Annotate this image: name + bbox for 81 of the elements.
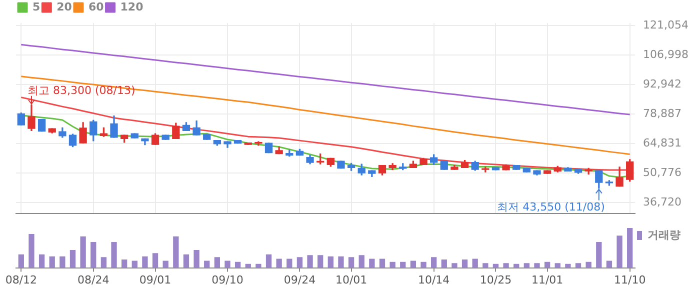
bar (90, 242, 96, 268)
bar (410, 260, 416, 268)
bar (234, 262, 241, 268)
annotation: 최저 43,550 (11/08) (497, 200, 605, 214)
bar (430, 257, 437, 268)
legend-label: 20 (56, 0, 72, 14)
bar (420, 262, 426, 268)
bar (256, 264, 262, 268)
bar (462, 260, 468, 268)
legend-label: 거래량 (648, 228, 680, 242)
y-tick-label: 121,054 (643, 18, 688, 32)
bar (162, 260, 168, 268)
bar (276, 258, 282, 268)
bar (80, 236, 86, 268)
bar (70, 250, 76, 268)
bar (390, 262, 396, 268)
bar (358, 255, 364, 268)
bar (38, 254, 45, 268)
bar (132, 260, 138, 268)
bar (338, 256, 344, 268)
bar (204, 260, 210, 268)
y-tick-label: 92,942 (643, 77, 682, 90)
bar (296, 257, 303, 268)
y-tick-label: 78,887 (643, 106, 682, 120)
bar (616, 236, 622, 268)
bar (173, 236, 179, 268)
bar (183, 254, 190, 268)
bar (400, 262, 406, 268)
bar (379, 258, 386, 268)
x-tick-label: 11/01 (531, 273, 564, 286)
bar (18, 254, 24, 268)
legend-label: 60 (88, 0, 104, 14)
bar (575, 263, 582, 268)
bar (328, 256, 334, 268)
x-tick-label: 11/10 (614, 273, 646, 286)
bar (534, 263, 540, 268)
bar (565, 264, 571, 268)
bar (307, 255, 313, 268)
bar (49, 256, 55, 268)
y-tick-label: 106,998 (643, 48, 688, 61)
bar (452, 263, 458, 268)
bar (586, 262, 592, 268)
bar (482, 263, 488, 268)
x-tick-label: 08/24 (78, 273, 110, 286)
bar (596, 242, 602, 268)
x-tick-label: 09/01 (139, 273, 172, 286)
bar (627, 228, 633, 268)
bar (100, 257, 107, 268)
bar (28, 234, 34, 268)
y-tick-label: 50,776 (643, 166, 682, 180)
bar (524, 263, 530, 268)
x-tick-label: 10/01 (335, 273, 368, 286)
annotation: 최고 83,300 (08/13) (27, 84, 136, 97)
bar (472, 258, 478, 268)
bar (503, 263, 509, 268)
bar (152, 253, 158, 268)
bar (266, 254, 272, 268)
bar (286, 258, 292, 268)
legend-label: 120 (120, 0, 144, 14)
bar (554, 263, 560, 268)
bar (224, 260, 230, 268)
bar (214, 257, 220, 268)
bar (111, 242, 117, 268)
x-tick-label: 10/14 (418, 273, 450, 286)
bar (369, 258, 375, 268)
bar (318, 255, 324, 268)
bar (441, 260, 447, 268)
bar (194, 250, 200, 268)
legend-label: 5 (32, 0, 40, 14)
bar (544, 262, 550, 268)
bar (142, 256, 148, 268)
x-tick-label: 09/10 (212, 273, 244, 286)
y-tick-label: 64,831 (643, 136, 682, 150)
x-tick-label: 09/24 (284, 273, 316, 286)
y-tick-label: 36,720 (643, 196, 682, 209)
x-tick-label: 10/25 (480, 273, 512, 286)
bar (606, 260, 612, 268)
bar (121, 260, 128, 268)
bar (60, 256, 66, 268)
bar (348, 257, 354, 268)
x-tick-label: 08/12 (5, 273, 38, 286)
